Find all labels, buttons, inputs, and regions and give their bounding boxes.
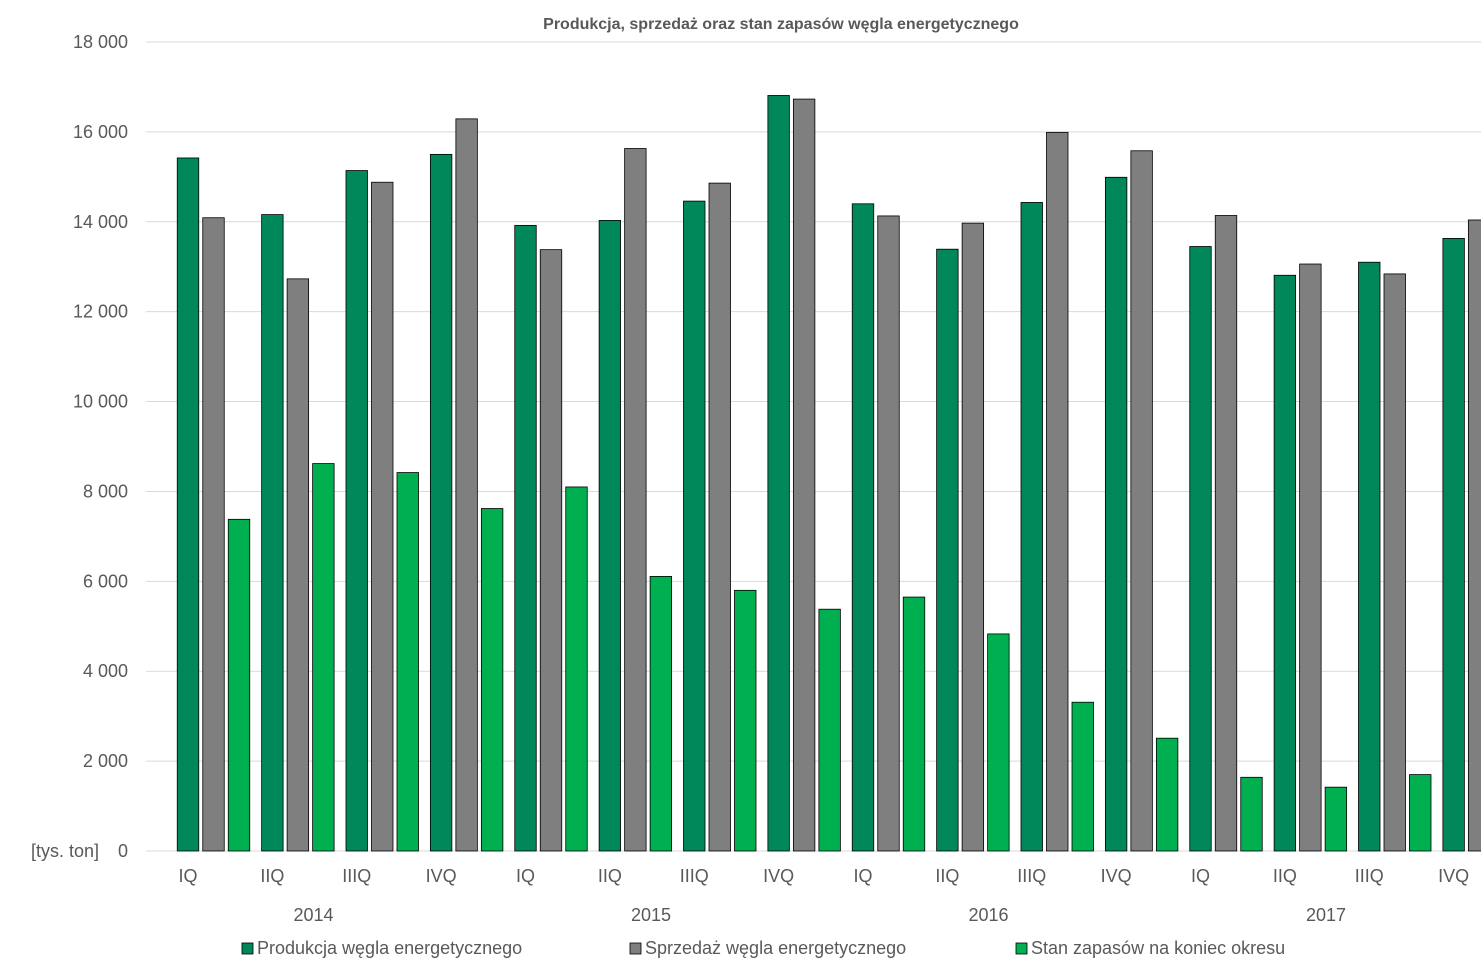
y-tick-label: 12 000 <box>73 302 128 322</box>
bar-stan-zapasow <box>734 589 757 852</box>
bar-sprzedaz <box>1467 219 1481 852</box>
legend: Produkcja węgla energetycznego Sprzedaż w… <box>241 938 1285 958</box>
x-tick-label: IQ <box>1191 866 1210 886</box>
legend-label: Sprzedaż węgla energetycznego <box>645 938 906 958</box>
x-year-label: 2015 <box>631 905 671 925</box>
bar-produkcja <box>1442 238 1465 852</box>
bar-stan-zapasow <box>1071 701 1094 852</box>
bar-stan-zapasow <box>902 596 926 852</box>
x-tick-label: IIIQ <box>680 866 709 886</box>
bars <box>176 95 1481 852</box>
y-tick-label: 18 000 <box>73 32 128 52</box>
y-tick-label: 10 000 <box>73 392 128 412</box>
x-year-label: 2014 <box>293 905 333 925</box>
bar-sprzedaz <box>792 98 816 852</box>
x-year-label: 2017 <box>1306 905 1346 925</box>
legend-swatch <box>629 942 642 955</box>
bar-produkcja <box>683 200 706 852</box>
bar-stan-zapasow <box>1324 786 1348 852</box>
x-tick-label: IVQ <box>1101 866 1132 886</box>
bar-produkcja <box>1358 261 1381 852</box>
bar-sprzedaz <box>455 118 478 852</box>
x-tick-label: IIQ <box>1273 866 1297 886</box>
bar-produkcja <box>429 153 453 852</box>
bar-stan-zapasow <box>649 575 673 852</box>
bar-produkcja <box>1273 274 1297 852</box>
bar-sprzedaz <box>539 249 563 852</box>
x-year-label: 2016 <box>968 905 1008 925</box>
bar-produkcja <box>767 95 790 852</box>
bar-stan-zapasow <box>1240 776 1263 852</box>
bar-sprzedaz <box>961 222 985 852</box>
x-tick-label: IQ <box>178 866 197 886</box>
chart-title: Produkcja, sprzedaż oraz stan zapasów wę… <box>543 16 1019 33</box>
bar-produkcja <box>598 220 622 852</box>
legend-label: Stan zapasów na koniec okresu <box>1031 938 1285 958</box>
bar-stan-zapasow <box>565 486 588 852</box>
bar-sprzedaz <box>1383 273 1406 852</box>
bar-produkcja <box>1104 176 1128 852</box>
bar-stan-zapasow <box>1409 774 1432 852</box>
y-tick-label: 4 000 <box>83 661 128 681</box>
y-tick-label: 14 000 <box>73 212 128 232</box>
bar-stan-zapasow <box>818 608 841 852</box>
x-tick-label: IQ <box>516 866 535 886</box>
legend-swatch <box>241 942 254 955</box>
x-axis: IQ IIQ IIIQ IVQ IQ IIQ IIIQ IVQ IQ IIQ IIIQ IVQ IQ II… <box>178 866 1469 925</box>
bar-sprzedaz <box>1214 215 1238 852</box>
bar-sprzedaz <box>286 278 310 852</box>
x-tick-label: IIIQ <box>1017 866 1046 886</box>
bar-sprzedaz <box>371 181 394 852</box>
y-tick-label: 6 000 <box>83 571 128 591</box>
bar-produkcja <box>1189 246 1212 852</box>
x-tick-label: IIQ <box>260 866 284 886</box>
bar-stan-zapasow <box>312 463 335 852</box>
x-tick-label: IIIQ <box>342 866 371 886</box>
x-tick-label: IIQ <box>598 866 622 886</box>
y-axis-unit-label: [tys. ton] <box>31 841 99 861</box>
x-tick-label: IVQ <box>1438 866 1469 886</box>
y-tick-label: 16 000 <box>73 122 128 142</box>
bar-sprzedaz <box>1130 150 1153 852</box>
bar-produkcja <box>261 214 284 852</box>
legend-swatch <box>1015 942 1028 955</box>
bar-produkcja <box>851 203 875 852</box>
bar-sprzedaz <box>877 215 900 852</box>
x-tick-label: IQ <box>853 866 872 886</box>
x-tick-label: IIQ <box>935 866 959 886</box>
bar-produkcja <box>936 248 959 852</box>
y-tick-label: 2 000 <box>83 751 128 771</box>
bar-produkcja <box>1020 202 1043 852</box>
bar-produkcja <box>514 224 537 852</box>
y-tick-label: 8 000 <box>83 481 128 501</box>
x-tick-label: IIIQ <box>1355 866 1384 886</box>
bar-stan-zapasow <box>227 518 251 852</box>
bar-produkcja <box>345 170 368 852</box>
bar-stan-zapasow <box>480 508 504 852</box>
bar-sprzedaz <box>708 182 731 852</box>
y-axis: 0 2 000 4 000 6 000 8 000 10 000 12 000 14 000 1… <box>73 32 128 861</box>
legend-label: Produkcja węgla energetycznego <box>257 938 522 958</box>
bar-stan-zapasow <box>987 633 1010 852</box>
bar-sprzedaz <box>1299 263 1322 852</box>
bar-sprzedaz <box>1046 131 1069 852</box>
x-tick-label: IVQ <box>763 866 794 886</box>
y-tick-label: 0 <box>118 841 128 861</box>
bar-sprzedaz <box>624 148 647 852</box>
x-tick-label: IVQ <box>426 866 457 886</box>
bar-sprzedaz <box>202 217 225 852</box>
bar-produkcja <box>176 157 200 852</box>
bar-stan-zapasow <box>396 472 419 852</box>
bar-stan-zapasow <box>1155 737 1179 852</box>
